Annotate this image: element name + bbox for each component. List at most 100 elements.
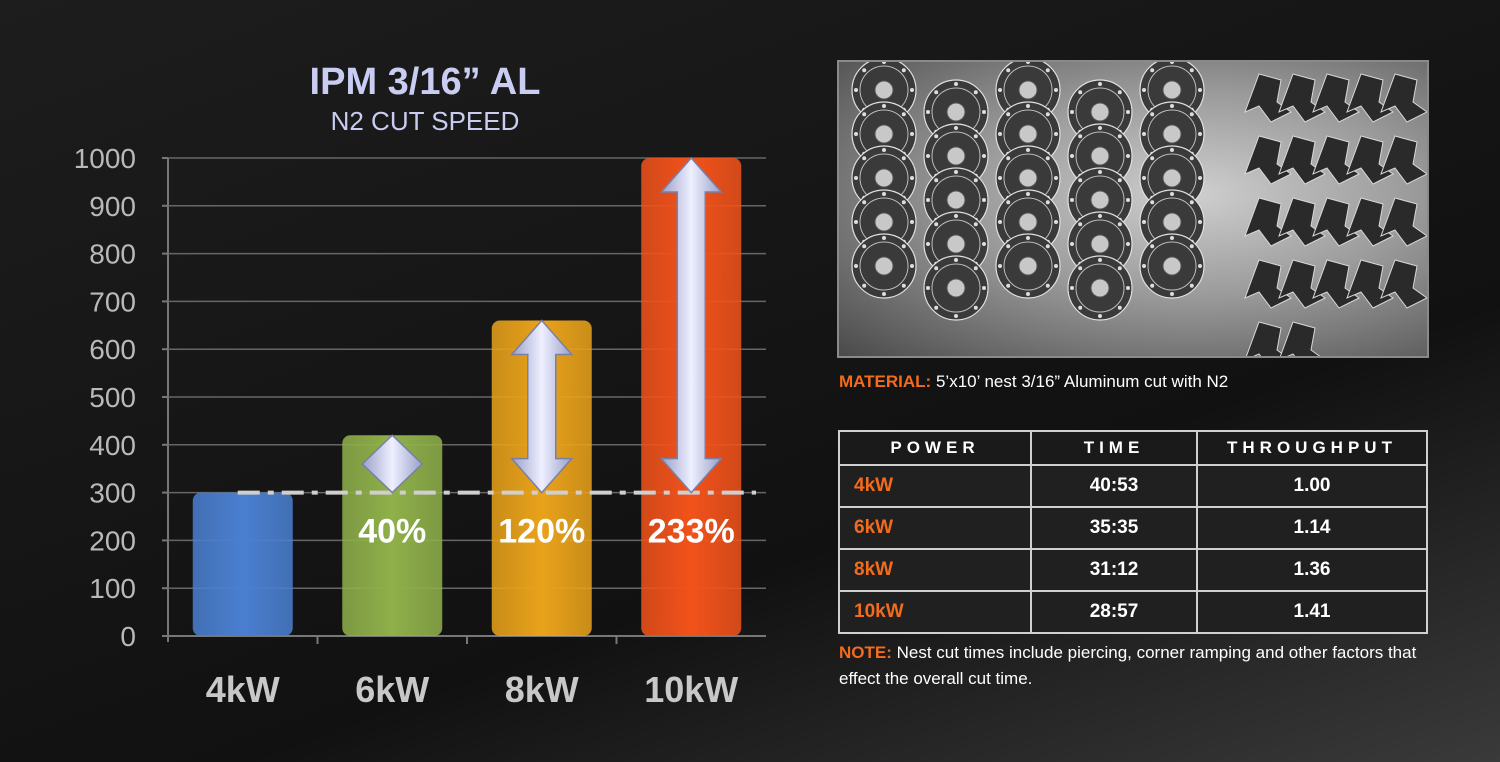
bolt-hole xyxy=(862,244,867,249)
note-label: NOTE: xyxy=(839,643,892,662)
cell-throughput: 1.41 xyxy=(1196,590,1428,634)
bolt-hole xyxy=(1117,266,1122,271)
y-tick-label: 400 xyxy=(89,430,136,461)
increase-label: 233% xyxy=(648,513,735,551)
nest-disc-center xyxy=(1162,124,1182,144)
bolt-hole xyxy=(1006,200,1011,205)
bolt-hole xyxy=(862,68,867,73)
table-row: 10kW 28:57 1.41 xyxy=(838,590,1428,634)
nest-disc-center xyxy=(1018,124,1038,144)
bolt-hole xyxy=(1054,88,1058,92)
bolt-hole xyxy=(1078,305,1083,310)
bolt-hole xyxy=(901,283,906,288)
y-tick-label: 900 xyxy=(89,191,136,222)
bolt-hole xyxy=(1045,244,1050,249)
bolt-hole xyxy=(1078,134,1083,139)
bolt-hole xyxy=(954,82,958,86)
y-tick-label: 100 xyxy=(89,573,136,604)
bolt-hole xyxy=(862,283,867,288)
bolt-hole xyxy=(926,110,930,114)
bolt-hole xyxy=(1070,198,1074,202)
bolt-hole xyxy=(882,236,886,240)
bolt-hole xyxy=(901,244,906,249)
cut-speed-chart: IPM 3/16” AL N2 CUT SPEED 0 100 200 300 400 5… xyxy=(74,61,766,710)
bolt-hole xyxy=(1026,236,1030,240)
bolt-hole xyxy=(1189,244,1194,249)
increase-label: 120% xyxy=(498,513,585,551)
bolt-hole xyxy=(934,222,939,227)
bolt-hole xyxy=(1126,198,1130,202)
bolt-hole xyxy=(1198,176,1202,180)
bolt-hole xyxy=(982,242,986,246)
bar xyxy=(342,435,443,636)
bolt-hole xyxy=(998,88,1002,92)
table-row: 6kW 35:35 1.14 xyxy=(838,506,1428,550)
bolt-hole xyxy=(1026,62,1030,64)
bolt-hole xyxy=(1098,258,1102,262)
bolt-hole xyxy=(1126,154,1130,158)
bolt-hole xyxy=(982,286,986,290)
bolt-hole xyxy=(910,132,914,136)
bolt-hole xyxy=(1098,170,1102,174)
bolt-hole xyxy=(1126,242,1130,246)
nest-disc-center xyxy=(1018,212,1038,232)
bolt-hole xyxy=(926,154,930,158)
bolt-hole xyxy=(1198,132,1202,136)
bolt-hole xyxy=(954,258,958,262)
nest-disc-ring xyxy=(1147,241,1197,291)
bolt-hole xyxy=(934,90,939,95)
bolt-hole xyxy=(1078,266,1083,271)
bolt-hole xyxy=(1117,178,1122,183)
nest-disc-ring xyxy=(1003,241,1053,291)
nest-disc-center xyxy=(874,256,894,276)
cell-power: 8kW xyxy=(838,548,1032,592)
note-text: Nest cut times include piercing, corner … xyxy=(839,643,1417,688)
cell-time: 28:57 xyxy=(1030,590,1198,634)
bolt-hole xyxy=(934,266,939,271)
bolt-hole xyxy=(854,132,858,136)
bolt-hole xyxy=(1150,283,1155,288)
nest-disc-center xyxy=(1018,256,1038,276)
bolt-hole xyxy=(1070,242,1074,246)
bolt-hole xyxy=(973,305,978,310)
nest-part xyxy=(1380,197,1427,247)
bolt-hole xyxy=(973,222,978,227)
bolt-hole xyxy=(1198,88,1202,92)
bolt-hole xyxy=(926,242,930,246)
bolt-hole xyxy=(1117,90,1122,95)
bolt-hole xyxy=(1189,112,1194,117)
bolt-hole xyxy=(954,170,958,174)
header-throughput: THROUGHPUT xyxy=(1196,430,1428,466)
bolt-hole xyxy=(1170,192,1174,196)
bolt-hole xyxy=(1126,110,1130,114)
bolt-hole xyxy=(1189,156,1194,161)
bolt-hole xyxy=(910,88,914,92)
bolt-hole xyxy=(1150,112,1155,117)
bolt-hole xyxy=(910,264,914,268)
bolt-hole xyxy=(973,178,978,183)
bolt-hole xyxy=(1142,264,1146,268)
bolt-hole xyxy=(1170,148,1174,152)
bolt-hole xyxy=(1098,314,1102,318)
nest-sheet-image xyxy=(837,60,1429,358)
bolt-hole xyxy=(934,134,939,139)
bolt-hole xyxy=(1117,134,1122,139)
bolt-hole xyxy=(1045,156,1050,161)
y-tick-label: 200 xyxy=(89,525,136,556)
cell-throughput: 1.00 xyxy=(1196,464,1428,508)
bolt-hole xyxy=(1026,292,1030,296)
bolt-hole xyxy=(1026,148,1030,152)
bolt-hole xyxy=(998,220,1002,224)
bolt-hole xyxy=(901,68,906,73)
nest-disc-center xyxy=(1090,234,1110,254)
nest-disc-center xyxy=(946,102,966,122)
y-tick-label: 800 xyxy=(89,239,136,270)
nest-disc-ring xyxy=(859,241,909,291)
x-tick-label: 10kW xyxy=(644,669,738,710)
bolt-hole xyxy=(1006,156,1011,161)
nest-disc-center xyxy=(874,124,894,144)
bolt-hole xyxy=(1170,62,1174,64)
bolt-hole xyxy=(1070,286,1074,290)
bolt-hole xyxy=(1078,222,1083,227)
bolt-hole xyxy=(926,198,930,202)
